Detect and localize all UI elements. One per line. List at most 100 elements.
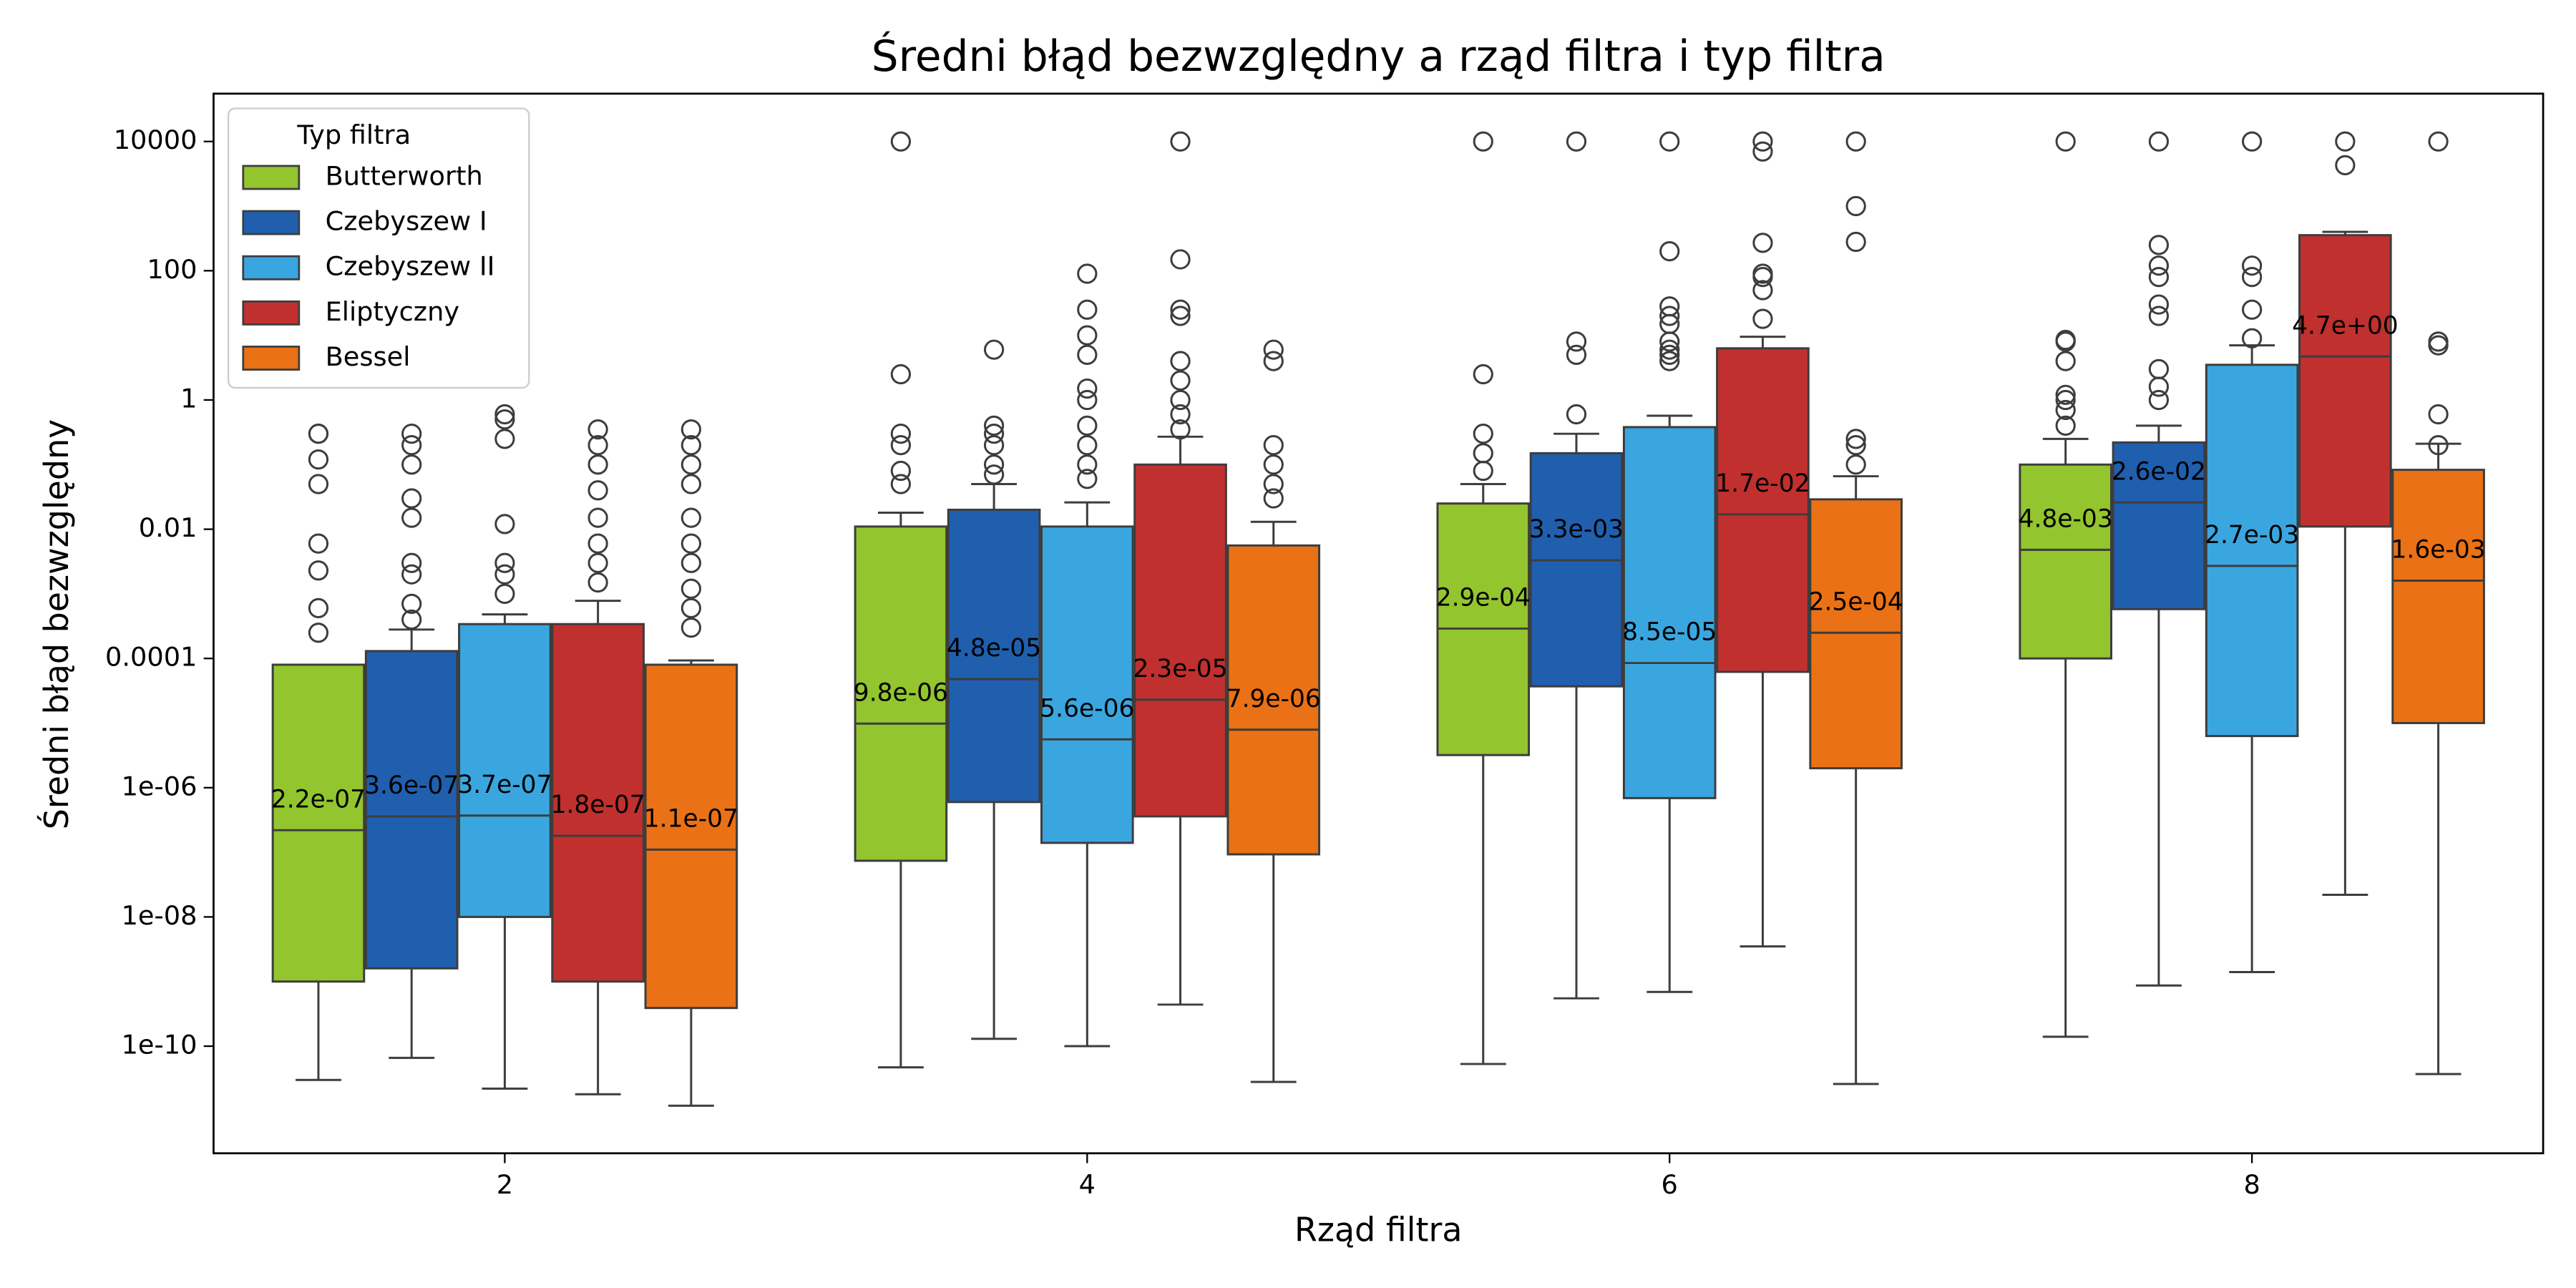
value-label: 1.8e-07 [551, 791, 645, 819]
outlier [2055, 389, 2076, 411]
outlier [983, 454, 1005, 475]
x-tick-label: 6 [1662, 1169, 1678, 1200]
box-group: 4.8e-03 [2019, 131, 2113, 1038]
value-label: 3.3e-03 [1529, 515, 1624, 544]
outlier [2148, 389, 2170, 411]
box [1226, 544, 1321, 856]
outlier [1845, 231, 1866, 253]
box-group: 2.3e-05 [1133, 131, 1228, 1006]
outlier [1659, 296, 1680, 317]
outlier [587, 419, 608, 440]
outlier [587, 480, 608, 501]
value-label: 3.6e-07 [364, 771, 459, 800]
box-group: 2.9e-04 [1436, 131, 1531, 1065]
outlier [494, 583, 515, 605]
outlier [494, 409, 515, 430]
outlier [1263, 351, 1284, 371]
outlier [1659, 351, 1680, 371]
box [2391, 469, 2485, 724]
legend-swatch [242, 300, 301, 326]
box-group: 3.3e-03 [1529, 131, 1624, 1000]
y-axis-label: Średni błąd bezwzględny [37, 419, 76, 830]
x-axis-label: Rząd filtra [1294, 1210, 1463, 1249]
legend-swatch [242, 255, 301, 280]
y-tick-label: 1 [180, 383, 197, 414]
outlier [1077, 378, 1098, 399]
box-group: 5.6e-06 [1040, 263, 1134, 1048]
outlier [494, 429, 515, 449]
outlier [1170, 370, 1191, 391]
outlier [1845, 195, 1866, 217]
y-tick-label: 0.0001 [105, 642, 197, 673]
x-tick-label: 2 [497, 1169, 513, 1200]
outlier [983, 339, 1005, 360]
outlier [1659, 131, 1680, 152]
y-tick-label: 1e-08 [122, 900, 197, 931]
value-label: 1.7e-02 [1715, 469, 1810, 498]
box [854, 525, 948, 862]
outlier [1170, 299, 1191, 320]
outlier [1845, 131, 1866, 152]
box-group: 2.7e-03 [2205, 131, 2299, 974]
box [1716, 347, 1810, 673]
box [364, 650, 459, 970]
outlier [680, 552, 701, 573]
outlier [401, 552, 422, 573]
outlier [1263, 454, 1284, 475]
plot-frame [213, 92, 2545, 1155]
outlier [308, 449, 329, 470]
outlier [1845, 429, 1866, 449]
outlier [1077, 469, 1098, 489]
outlier [401, 507, 422, 528]
box [551, 623, 645, 983]
outlier [890, 364, 911, 385]
value-label: 2.5e-04 [1809, 587, 1903, 616]
outlier [308, 597, 329, 619]
outlier [2242, 131, 2263, 152]
outlier [587, 434, 608, 456]
outlier [1170, 249, 1191, 270]
value-label: 2.2e-07 [271, 785, 366, 814]
outlier [2428, 331, 2449, 352]
outlier [2242, 299, 2263, 320]
box [1529, 452, 1624, 688]
box [458, 623, 552, 918]
outlier [308, 474, 329, 494]
outlier [401, 564, 422, 585]
box-group: 2.5e-04 [1809, 131, 1903, 1085]
outlier [1659, 241, 1680, 262]
outlier [494, 514, 515, 535]
outlier [983, 415, 1005, 436]
box-group: 4.8e-05 [947, 339, 1041, 1040]
outlier [494, 552, 515, 573]
box-group: 4.7e+00 [2292, 131, 2399, 896]
outlier [1170, 131, 1191, 152]
value-label: 5.6e-06 [1040, 694, 1134, 723]
outlier [2335, 131, 2356, 152]
box [2298, 234, 2392, 528]
outlier [983, 434, 1005, 456]
outlier [1752, 233, 1773, 253]
outlier [1263, 474, 1284, 494]
legend-label: Eliptyczny [326, 296, 460, 327]
outlier [401, 454, 422, 475]
value-label: 4.7e+00 [2292, 311, 2399, 340]
outlier [1752, 141, 1773, 162]
value-label: 1.6e-03 [2391, 536, 2486, 565]
outlier [680, 474, 701, 494]
outlier [308, 424, 329, 444]
outlier [2242, 255, 2263, 276]
outlier [1845, 454, 1866, 475]
outlier [890, 474, 911, 494]
outlier [1659, 339, 1680, 360]
outlier [680, 454, 701, 475]
outlier [680, 617, 701, 638]
outlier [1752, 263, 1773, 284]
outlier [983, 424, 1005, 444]
box-group: 9.8e-06 [854, 131, 948, 1069]
legend-swatch [242, 346, 301, 371]
outlier [1659, 306, 1680, 326]
outlier [1077, 454, 1098, 475]
outlier [587, 454, 608, 475]
